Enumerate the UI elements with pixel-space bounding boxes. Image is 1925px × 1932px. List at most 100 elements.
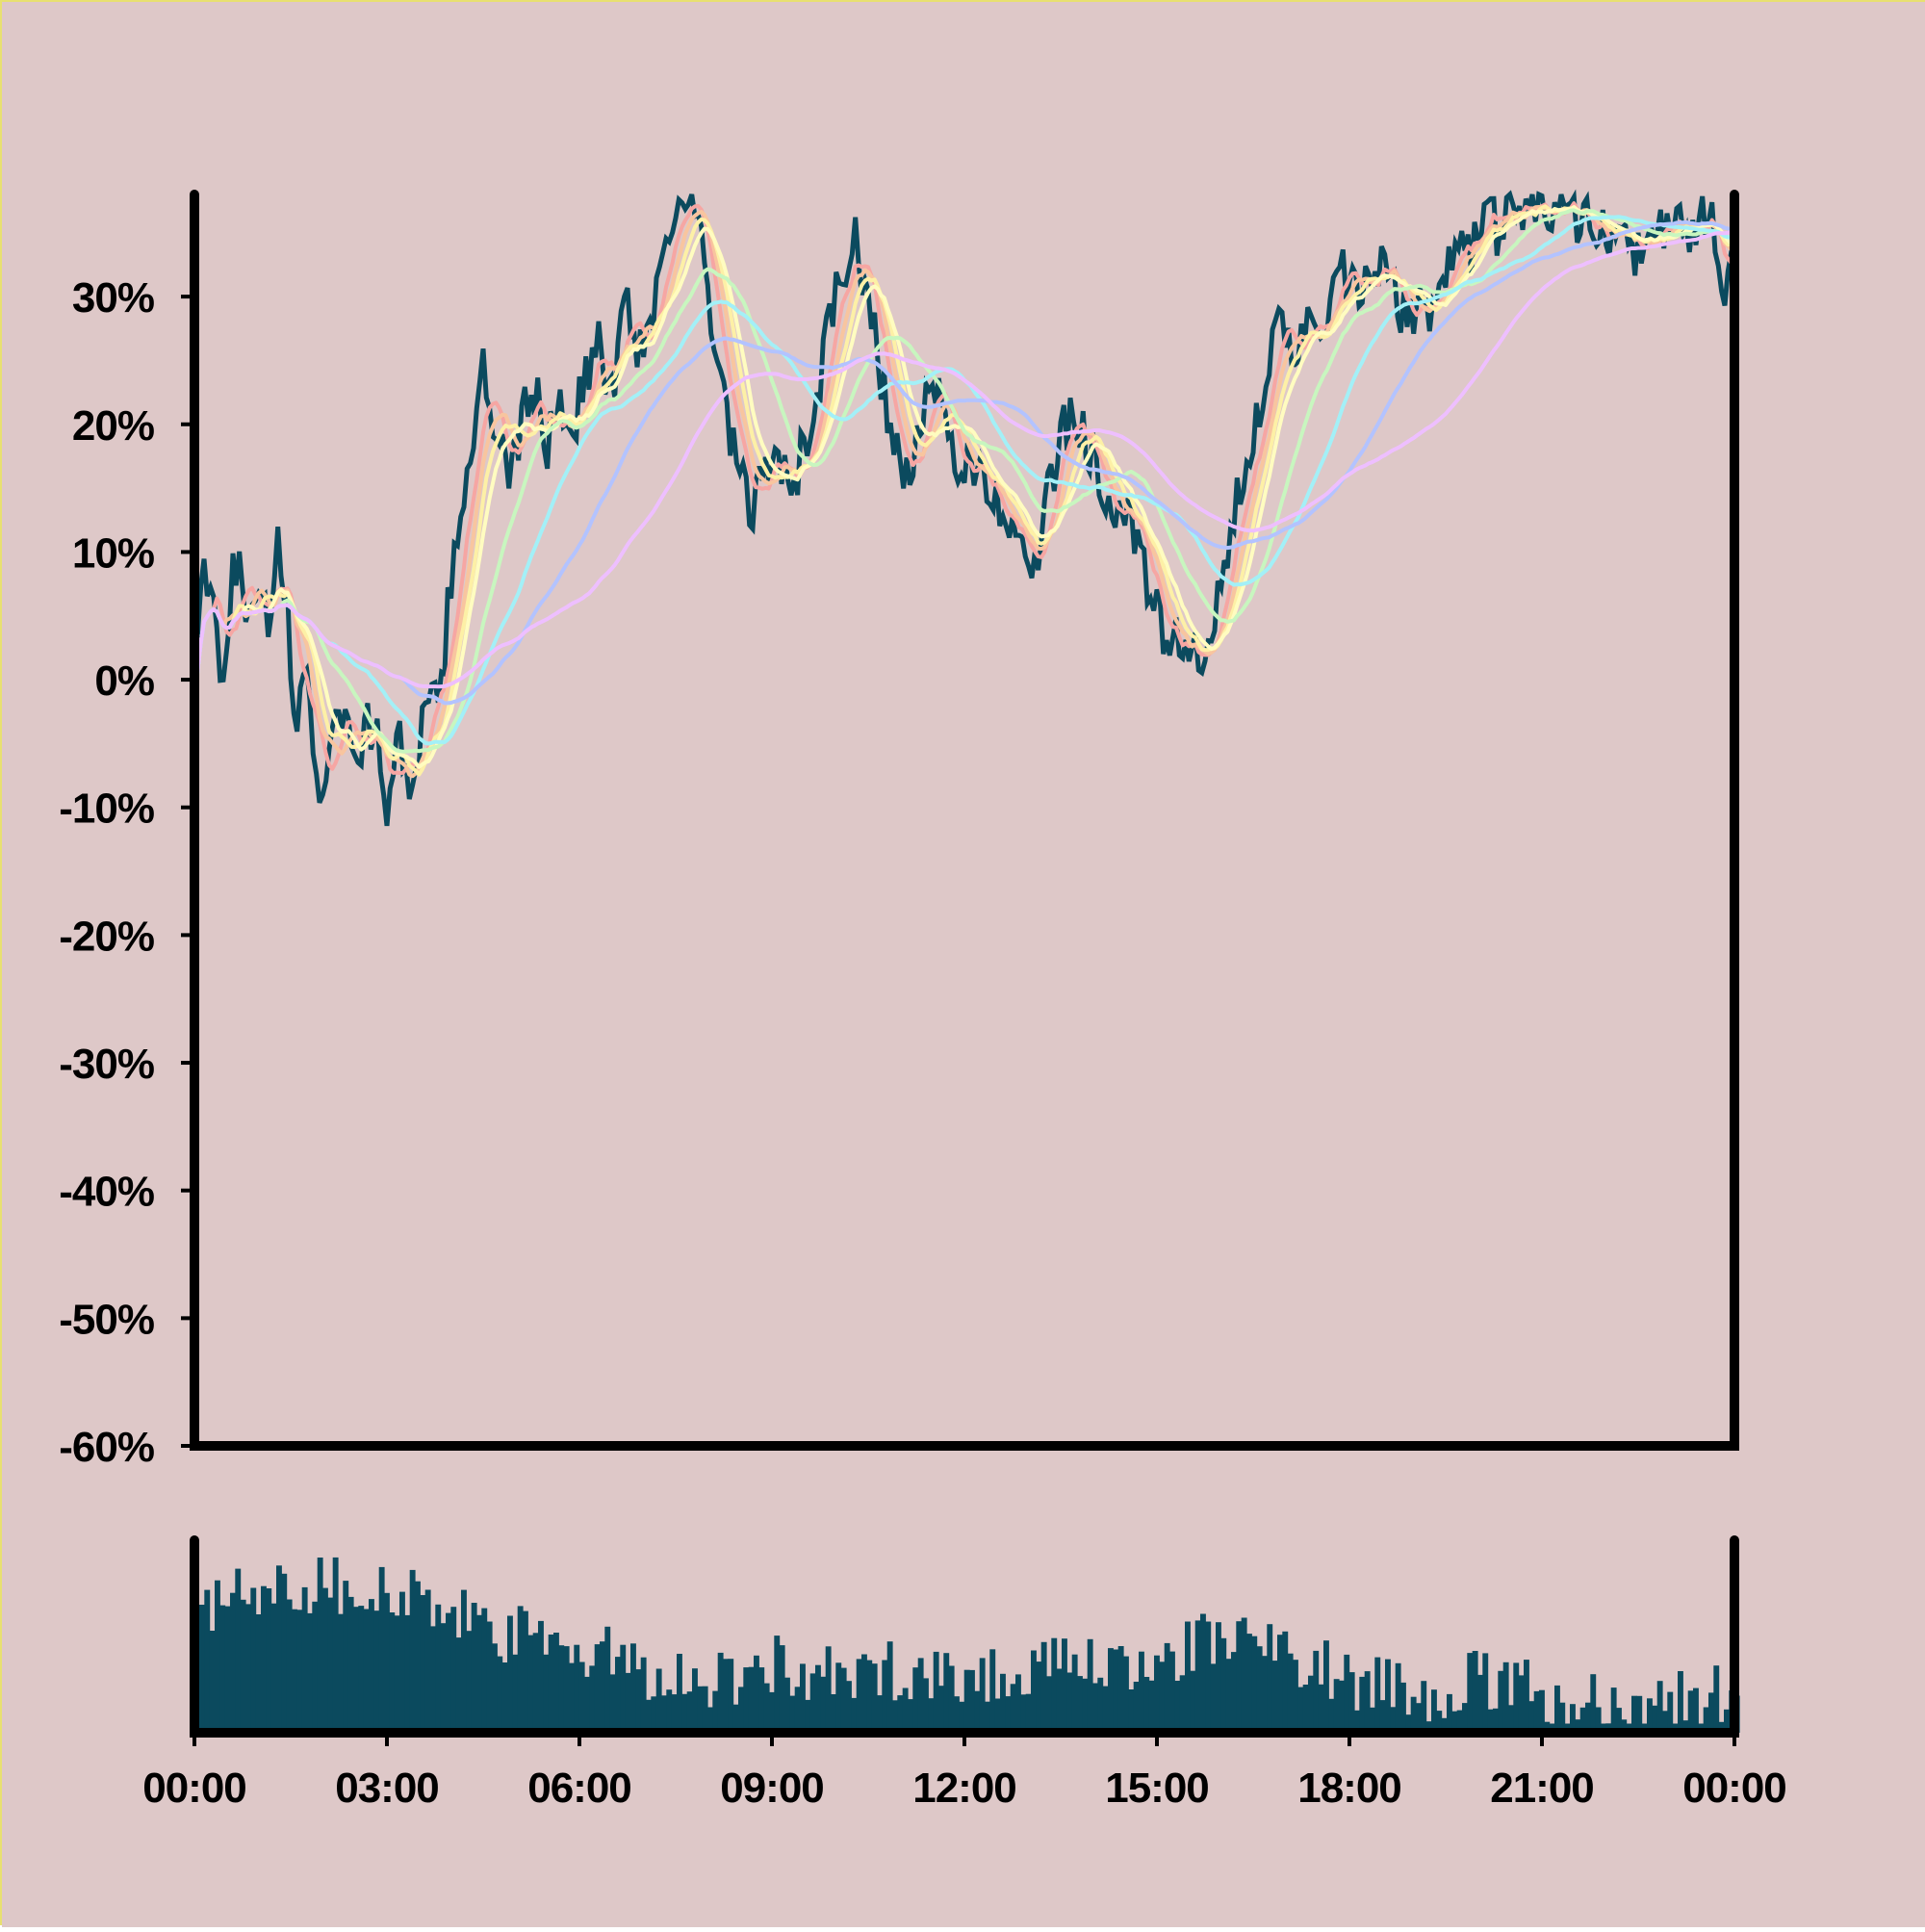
volume-bar <box>1472 1651 1478 1733</box>
volume-bar <box>717 1652 724 1733</box>
volume-bar <box>1385 1659 1391 1733</box>
volume-bar <box>1000 1673 1006 1733</box>
volume-bar <box>481 1608 488 1733</box>
volume-bar <box>1179 1675 1186 1733</box>
volume-bar <box>963 1669 970 1733</box>
volume-bar <box>677 1654 682 1733</box>
volume-bar <box>219 1605 226 1733</box>
volume-bar <box>486 1621 493 1733</box>
volume-bar <box>1148 1680 1155 1733</box>
volume-bar <box>851 1697 858 1733</box>
volume-bar <box>1374 1657 1381 1733</box>
volume-bar <box>784 1677 790 1733</box>
volume-bar <box>948 1665 955 1733</box>
volume-bar <box>1323 1640 1329 1733</box>
volume-bar <box>358 1606 365 1733</box>
volume-bar <box>1662 1711 1668 1733</box>
volume-bar <box>1703 1707 1709 1733</box>
volume-bar <box>399 1591 405 1733</box>
volume-bar <box>1031 1650 1037 1733</box>
volume-bar <box>1344 1654 1350 1733</box>
volume-bar <box>461 1589 467 1733</box>
volume-bar <box>1421 1681 1427 1733</box>
volume-bar <box>1621 1719 1628 1733</box>
volume-bar <box>1436 1711 1443 1733</box>
volume-bar <box>543 1654 550 1733</box>
volume-bar <box>794 1687 801 1733</box>
volume-bar <box>908 1699 913 1733</box>
volume-bar <box>261 1585 267 1733</box>
volume-bar <box>476 1614 482 1733</box>
volume-bar <box>1390 1707 1397 1733</box>
volume-bar <box>1236 1621 1243 1733</box>
volume-bar <box>235 1568 242 1733</box>
volume-bar <box>835 1662 842 1733</box>
volume-bar <box>240 1599 246 1733</box>
volume-bar <box>1539 1689 1545 1733</box>
x-tick-label: 18:00 <box>1297 1765 1401 1812</box>
volume-bar <box>1718 1721 1725 1733</box>
volume-bar <box>774 1636 781 1733</box>
volume-bar <box>507 1615 513 1733</box>
volume-bar <box>732 1704 739 1733</box>
volume-bar <box>1056 1668 1063 1733</box>
volume-bar <box>363 1609 370 1733</box>
volume-bar <box>886 1641 893 1733</box>
volume-bar <box>769 1691 775 1733</box>
volume-bar <box>1682 1720 1689 1733</box>
price-axis-frame <box>190 190 1739 1451</box>
volume-bar <box>578 1662 585 1733</box>
volume-bar <box>640 1657 647 1733</box>
volume-bar <box>712 1690 719 1733</box>
volume-bar <box>743 1667 750 1733</box>
volume-bar <box>1585 1702 1591 1733</box>
moving-average-21 <box>192 219 1735 707</box>
volume-bar <box>1579 1707 1586 1733</box>
volume-bar <box>1251 1636 1258 1733</box>
volume-bar <box>209 1631 216 1733</box>
volume-bar <box>527 1635 534 1733</box>
volume-bar <box>1610 1687 1617 1733</box>
volume-bar <box>1328 1698 1335 1733</box>
volume-bar <box>1169 1651 1175 1733</box>
volume-bar <box>1348 1672 1355 1733</box>
volume-bar <box>255 1614 262 1733</box>
volume-bar <box>969 1669 975 1733</box>
volume-bar <box>917 1658 924 1733</box>
volume-bar <box>933 1651 939 1733</box>
volume-bar <box>846 1681 852 1733</box>
volume-bar <box>655 1668 662 1733</box>
volume-bar <box>307 1612 313 1733</box>
volume-bar <box>871 1663 878 1733</box>
volume-bar <box>420 1595 426 1733</box>
volume-bar <box>609 1674 616 1733</box>
x-tick-label: 15:00 <box>1105 1765 1209 1812</box>
volume-bar <box>1302 1685 1309 1733</box>
volume-bar <box>763 1683 770 1733</box>
volume-bar <box>809 1673 816 1733</box>
volume-bar <box>1128 1689 1135 1733</box>
volume-bar <box>1502 1662 1509 1733</box>
volume-bar <box>1528 1701 1535 1733</box>
volume-bar <box>1159 1662 1166 1733</box>
volume-bar <box>1015 1674 1021 1733</box>
volume-bar <box>1456 1710 1463 1733</box>
volume-bar <box>1708 1692 1714 1733</box>
volume-bar <box>1174 1681 1181 1733</box>
volume-bar <box>512 1654 519 1733</box>
volume-bar <box>215 1580 220 1733</box>
volume-bar <box>692 1668 698 1733</box>
volume-bar <box>1092 1683 1098 1733</box>
volume-bars <box>199 1557 1740 1733</box>
volume-bar <box>296 1610 303 1733</box>
volume-bar <box>378 1566 385 1733</box>
volume-bar <box>1333 1679 1340 1733</box>
volume-bar <box>1441 1717 1448 1733</box>
volume-bar <box>471 1603 477 1733</box>
volume-bar <box>702 1686 708 1733</box>
volume-bar <box>1010 1684 1016 1733</box>
volume-bar <box>1190 1670 1196 1733</box>
volume-bar <box>1554 1685 1560 1733</box>
